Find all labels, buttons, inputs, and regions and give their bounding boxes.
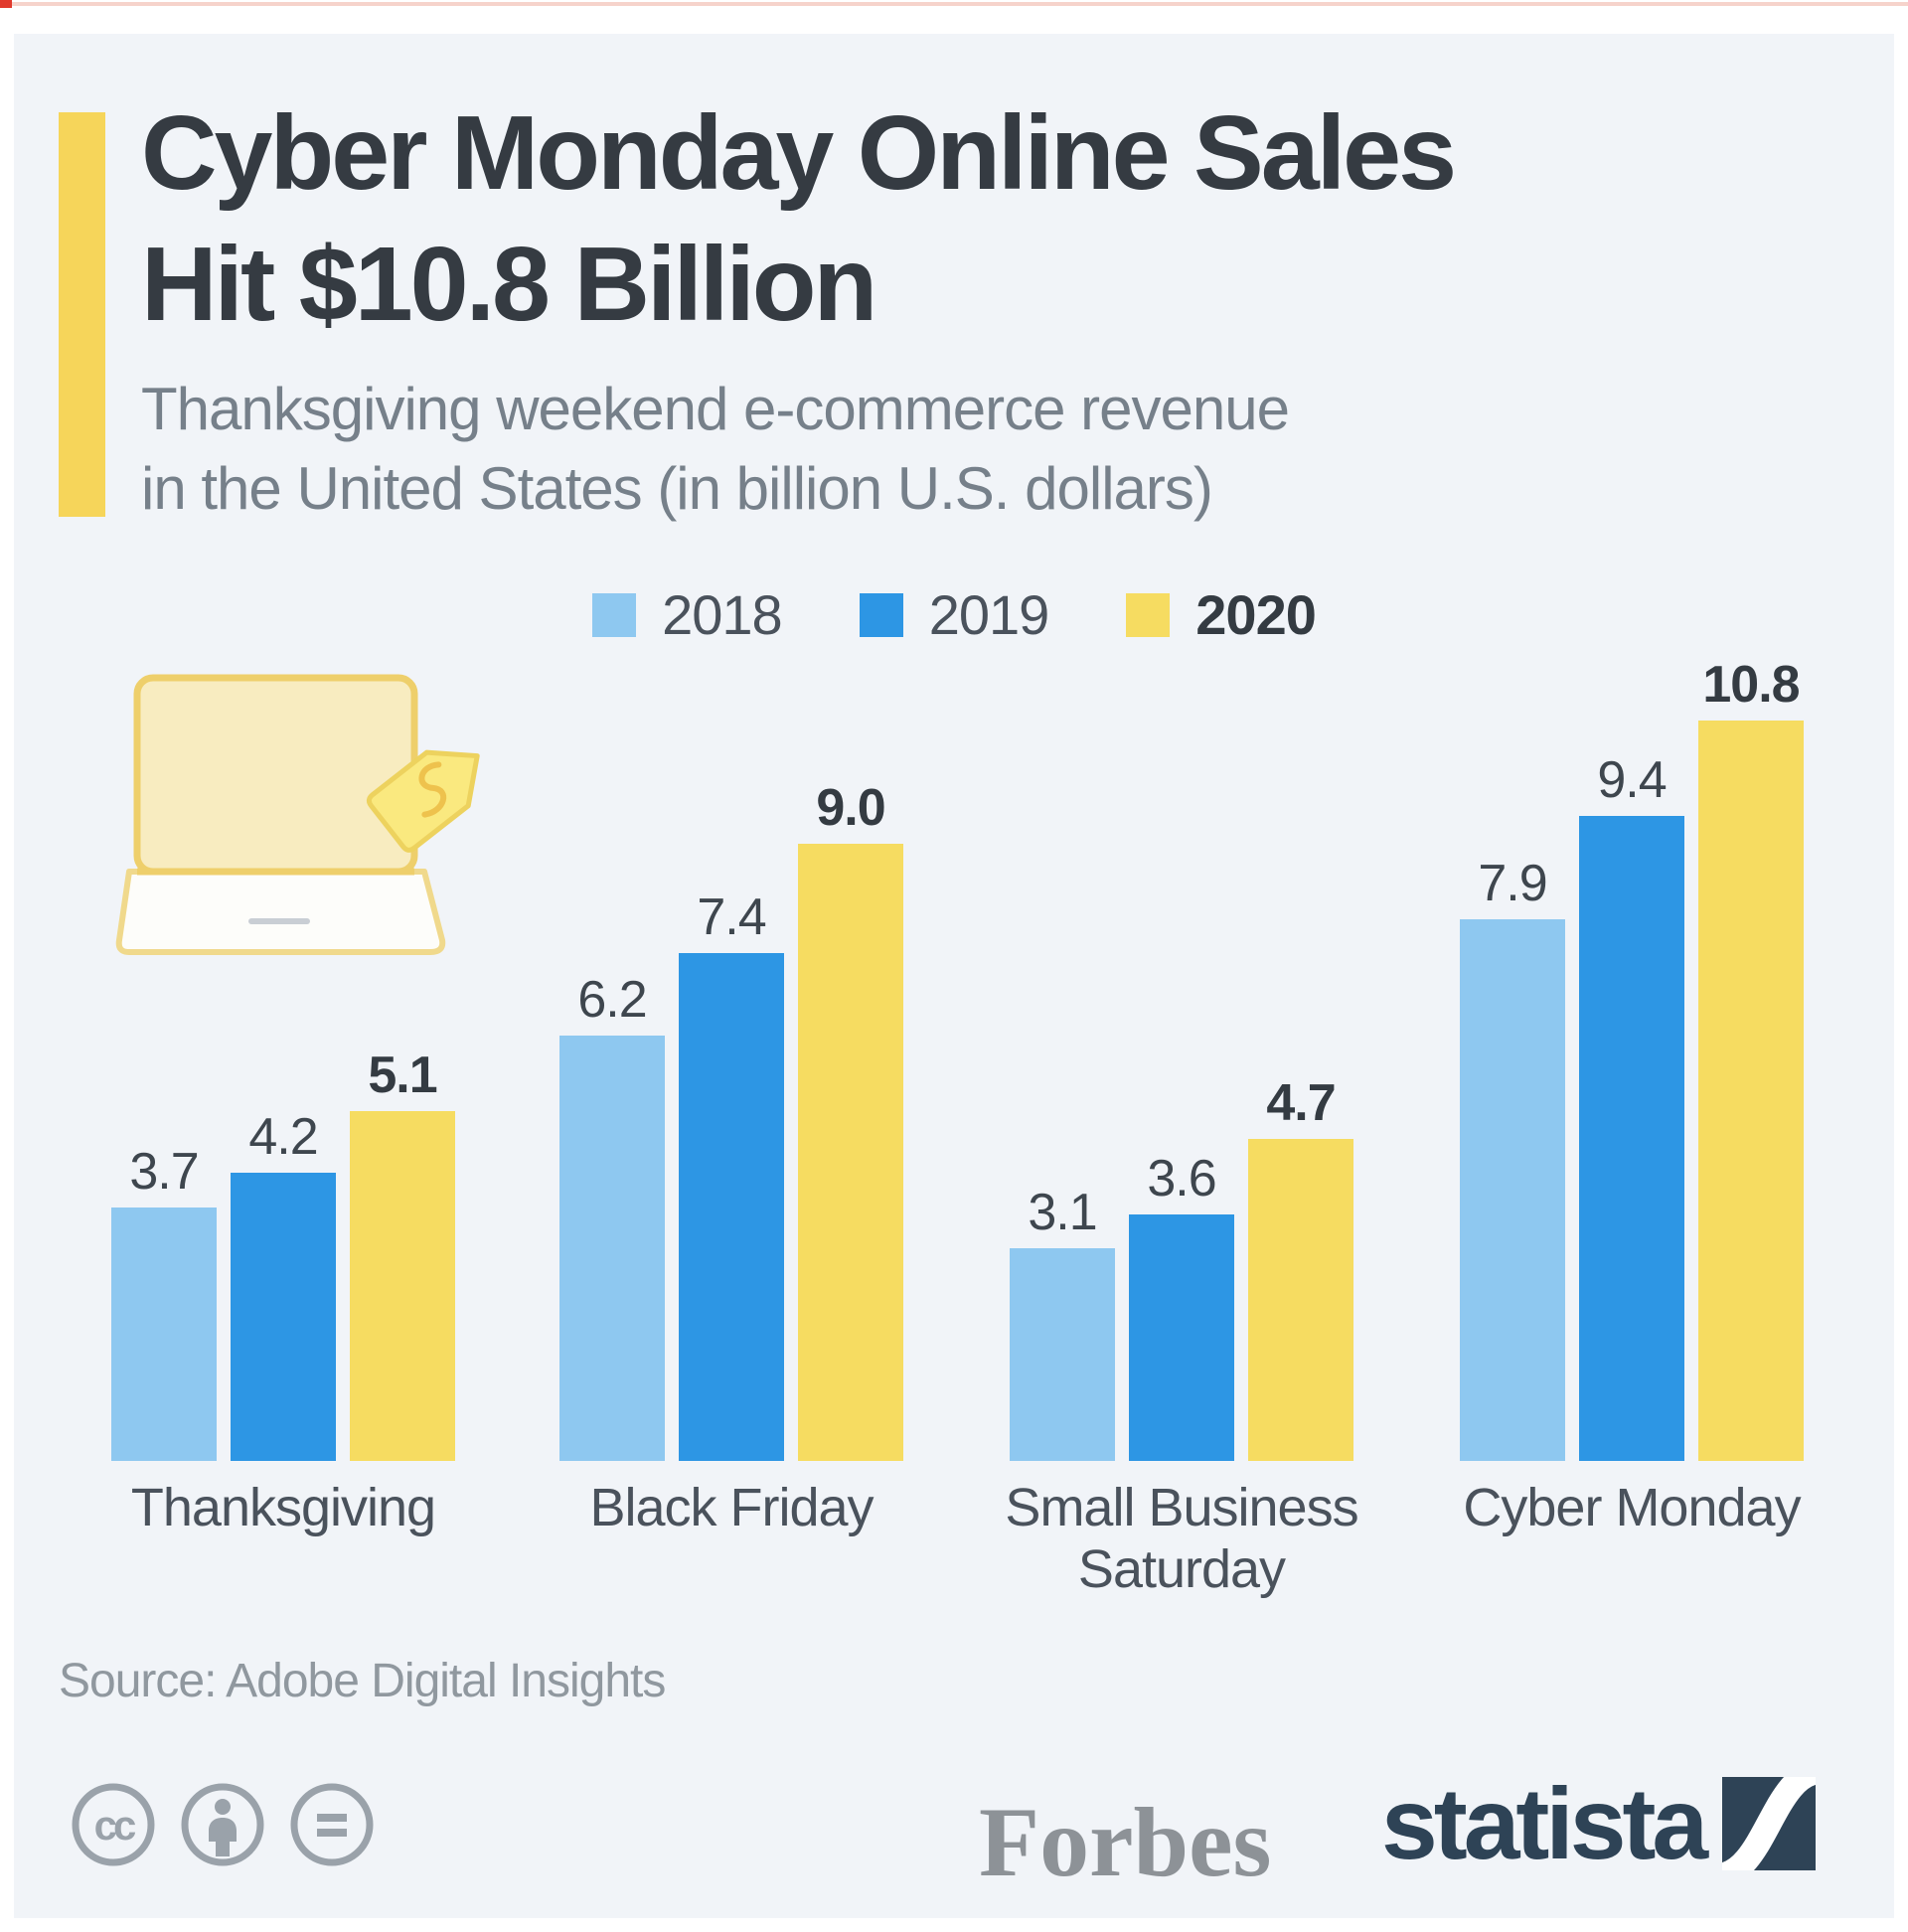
value-label-2018-black-friday: 6.2 (577, 971, 647, 1029)
laptop-with-price-tag-icon (94, 651, 502, 969)
page-title: Cyber Monday Online Sales Hit $10.8 Bill… (141, 87, 1781, 350)
legend-label-2018: 2018 (662, 583, 783, 646)
value-label-2018-thanksgiving: 3.7 (129, 1143, 199, 1201)
legend-label-2020: 2020 (1195, 583, 1317, 646)
forbes-logo[interactable]: Forbes (979, 1787, 1272, 1897)
bar-2019-thanksgiving (231, 1173, 336, 1461)
bar-2018-thanksgiving (111, 1208, 217, 1461)
statista-logo[interactable]: statista (1381, 1767, 1817, 1880)
bar-2019-small-business-saturday (1129, 1214, 1234, 1461)
chart-legend: 2018 2019 2020 (0, 582, 1908, 647)
bar-2018-cyber-monday (1460, 919, 1565, 1461)
statista-wordmark: statista (1381, 1767, 1708, 1880)
bar-2020-cyber-monday (1698, 721, 1804, 1461)
svg-text:cc: cc (94, 1802, 136, 1849)
title-accent-bar (59, 112, 105, 517)
bar-2020-black-friday (798, 844, 903, 1461)
subtitle-line-2: in the United States (in billion U.S. do… (141, 455, 1213, 522)
subtitle-line-1: Thanksgiving weekend e-commerce revenue (141, 376, 1290, 442)
value-label-2018-cyber-monday: 7.9 (1478, 855, 1547, 912)
source-note: Source: Adobe Digital Insights (59, 1655, 666, 1707)
bar-2018-black-friday (559, 1036, 665, 1461)
attribution-person-icon[interactable] (179, 1781, 266, 1868)
value-label-2019-small-business-saturday: 3.6 (1147, 1150, 1216, 1208)
bar-2020-thanksgiving (350, 1111, 455, 1461)
value-label-2020-cyber-monday: 10.8 (1702, 656, 1800, 714)
price-tag-icon (366, 749, 480, 853)
screenshot-artifact-top-line (0, 2, 1908, 6)
legend-swatch-2018 (592, 592, 637, 637)
value-label-2019-cyber-monday: 9.4 (1597, 751, 1667, 809)
cc-icon[interactable]: cc (70, 1781, 157, 1868)
legend-item-2018: 2018 (592, 582, 783, 647)
value-label-2019-thanksgiving: 4.2 (248, 1108, 318, 1166)
bar-2019-black-friday (679, 953, 784, 1461)
legend-item-2019: 2019 (859, 582, 1050, 647)
legend-swatch-2019 (859, 592, 903, 637)
title-line-2: Hit $10.8 Billion (141, 226, 877, 343)
value-label-2020-small-business-saturday: 4.7 (1266, 1074, 1336, 1132)
category-label-small-business-saturday: Small Business Saturday (1005, 1478, 1358, 1599)
value-label-2019-black-friday: 7.4 (697, 888, 766, 946)
legend-swatch-2020 (1126, 592, 1171, 637)
value-label-2018-small-business-saturday: 3.1 (1028, 1184, 1097, 1241)
category-label-black-friday: Black Friday (589, 1478, 874, 1537)
title-line-1: Cyber Monday Online Sales (141, 94, 1457, 212)
bar-2020-small-business-saturday (1248, 1139, 1353, 1461)
value-label-2020-black-friday: 9.0 (816, 779, 885, 837)
bar-2019-cyber-monday (1579, 816, 1684, 1461)
category-label-cyber-monday: Cyber Monday (1463, 1478, 1801, 1537)
legend-item-2020: 2020 (1126, 582, 1317, 647)
license-icons: cc (70, 1781, 376, 1868)
equality-icon[interactable] (288, 1781, 376, 1868)
bar-2018-small-business-saturday (1010, 1248, 1115, 1461)
value-label-2020-thanksgiving: 5.1 (368, 1046, 437, 1104)
screenshot-artifact-red-dot (0, 0, 12, 8)
statista-curve-icon (1722, 1777, 1817, 1870)
legend-label-2019: 2019 (928, 583, 1050, 646)
category-label-thanksgiving: Thanksgiving (130, 1478, 436, 1537)
page-subtitle: Thanksgiving weekend e-commerce revenue … (141, 370, 1632, 529)
